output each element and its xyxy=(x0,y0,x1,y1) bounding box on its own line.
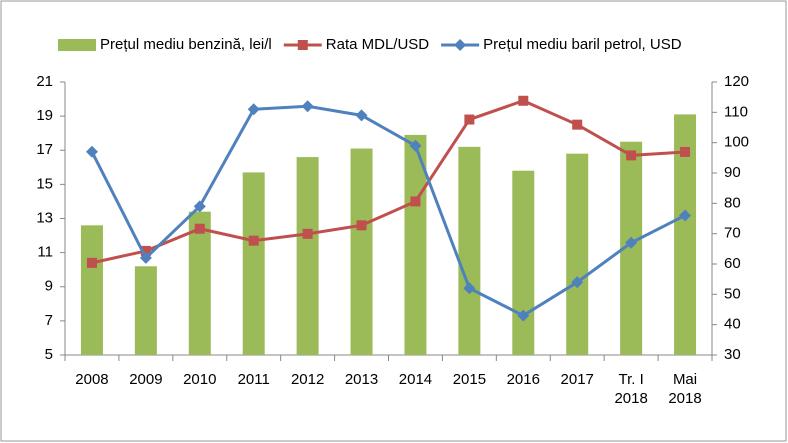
x-tick-label: 2015 xyxy=(452,371,487,388)
y-tick-label: 9 xyxy=(45,278,53,295)
x-tick-label: 2016 xyxy=(506,371,540,388)
x-tick-label: 2008 xyxy=(75,371,109,388)
bar xyxy=(404,134,427,355)
y-tick-label: 21 xyxy=(36,73,53,90)
marker xyxy=(193,200,206,213)
marker xyxy=(302,228,313,239)
marker xyxy=(140,245,151,256)
bar xyxy=(674,114,697,355)
y2-tick-label: 120 xyxy=(724,73,749,90)
legend-marker xyxy=(297,40,308,50)
marker xyxy=(194,223,205,234)
y2-tick-label: 100 xyxy=(724,134,749,151)
legend-label: Prețul mediu benzină, lei/l xyxy=(100,36,272,53)
marker xyxy=(572,119,583,130)
y2-tick-label: 70 xyxy=(724,225,741,242)
marker xyxy=(680,146,691,157)
bar xyxy=(80,225,103,355)
marker xyxy=(679,209,692,222)
x-tick-label: 2011 xyxy=(237,371,270,388)
x-tick-label: 2014 xyxy=(398,371,433,388)
bar xyxy=(350,148,373,355)
legend-label: Prețul mediu baril petrol, USD xyxy=(483,36,682,53)
marker xyxy=(625,236,638,249)
marker xyxy=(85,145,98,158)
marker xyxy=(410,196,421,207)
legend-marker xyxy=(454,39,467,51)
y-tick-label: 5 xyxy=(45,346,53,363)
marker xyxy=(518,95,529,106)
y-tick-label: 7 xyxy=(45,312,53,329)
y2-tick-label: 30 xyxy=(724,346,741,363)
marker xyxy=(355,109,368,122)
y2-tick-label: 110 xyxy=(724,103,748,120)
bar xyxy=(566,153,589,355)
marker xyxy=(248,235,259,246)
x-tick-label: 2017 xyxy=(560,371,594,388)
y2-tick-label: 40 xyxy=(724,316,741,333)
marker xyxy=(464,114,475,125)
marker xyxy=(517,309,530,322)
y-tick-label: 15 xyxy=(36,175,53,192)
marker xyxy=(301,100,314,113)
bar xyxy=(458,146,481,355)
marker xyxy=(139,251,152,264)
legend-label: Rata MDL/USD xyxy=(326,36,430,53)
x-tick-label: 2012 xyxy=(290,371,325,388)
marker xyxy=(571,276,584,289)
x-tick-label: 2009 xyxy=(129,371,163,388)
marker xyxy=(247,103,260,116)
y2-tick-label: 90 xyxy=(724,164,741,181)
x-tick-label: Tr. I 2018 xyxy=(614,371,648,407)
legend-swatch xyxy=(58,39,96,51)
y2-tick-label: 80 xyxy=(724,194,741,211)
y-tick-label: 19 xyxy=(36,107,53,124)
marker xyxy=(86,257,97,268)
line xyxy=(91,99,686,265)
bar xyxy=(512,170,535,355)
bar xyxy=(134,266,157,355)
y-tick-label: 17 xyxy=(36,141,53,158)
x-tick-label: 2013 xyxy=(344,371,379,388)
marker xyxy=(409,139,422,152)
bar xyxy=(188,211,211,355)
bar xyxy=(296,157,319,355)
marker xyxy=(463,282,476,295)
x-tick-label: 2010 xyxy=(183,371,217,388)
marker xyxy=(356,220,367,231)
y2-tick-label: 50 xyxy=(724,285,741,302)
x-tick-label: Mai 2018 xyxy=(668,371,702,407)
bar xyxy=(242,172,265,355)
marker xyxy=(626,150,637,161)
y2-tick-label: 60 xyxy=(724,255,741,272)
y-tick-label: 11 xyxy=(37,244,53,261)
line xyxy=(90,104,686,318)
y-tick-label: 13 xyxy=(36,209,53,226)
